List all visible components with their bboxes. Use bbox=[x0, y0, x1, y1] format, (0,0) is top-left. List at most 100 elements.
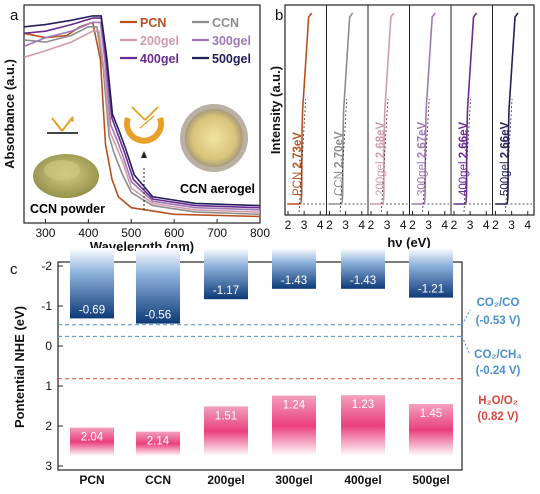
panel-b-ylabel: Intensity (a.u.) bbox=[268, 66, 283, 154]
legend-label-200gel: 200gel bbox=[140, 34, 179, 48]
panel-c-bars: -2 -1 0 1 2 3 CO₂/CO (-0.53 V) CO₂/CH₄ (-0.24 V) H… bbox=[41, 248, 522, 487]
panel-b-label: b bbox=[275, 7, 283, 24]
panel-a-label: a bbox=[10, 7, 19, 24]
panel-c-ylabel: Pontential NHE (eV) bbox=[12, 306, 27, 428]
x-tick-label: 3 bbox=[508, 218, 515, 232]
cb-value-label: -1.43 bbox=[281, 275, 307, 287]
bandgap-sample-name: CCN bbox=[333, 168, 345, 196]
x-tick-label: 4 bbox=[358, 218, 365, 232]
bandgap-value: 2.73eV bbox=[292, 132, 304, 169]
reference-value: (0.82 V) bbox=[478, 411, 519, 423]
absorbance-curve-200gel bbox=[23, 30, 261, 213]
cb-bar-pcn bbox=[70, 248, 114, 319]
legend-label-500gel: 500gel bbox=[212, 52, 251, 66]
bandgap-label-300gel: 300gel 2.67eV bbox=[416, 121, 428, 196]
panel-a: 300 400 500 600 700 800 Wavelength (nm) Absor… bbox=[2, 4, 270, 254]
tangent-line bbox=[505, 98, 513, 213]
x-tick-label: 700 bbox=[207, 226, 227, 240]
vb-value-label: 1.23 bbox=[352, 399, 374, 411]
reference-connector bbox=[461, 309, 471, 326]
y-tick-label: -2 bbox=[41, 259, 52, 273]
category-label-300gel: 300gel bbox=[275, 473, 312, 487]
vb-bar-ccn bbox=[136, 431, 180, 456]
panel-a-curves bbox=[23, 15, 261, 218]
legend-label-pcn: PCN bbox=[140, 16, 166, 30]
bandgap-value: 2.70eV bbox=[333, 131, 345, 168]
cb-bar-200gel bbox=[204, 248, 248, 300]
vb-value-label: 1.51 bbox=[215, 410, 237, 422]
x-tick-label: 4 bbox=[400, 218, 407, 232]
vb-value-label: 1.24 bbox=[283, 400, 306, 412]
panel-a-frame bbox=[23, 4, 261, 224]
absorbance-curve-400gel bbox=[23, 17, 261, 209]
tangent-line bbox=[463, 98, 471, 213]
x-tick-label: 4 bbox=[524, 218, 531, 232]
category-label-200gel: 200gel bbox=[207, 473, 244, 487]
category-label-500gel: 500gel bbox=[412, 473, 449, 487]
vb-value-label: 2.04 bbox=[81, 432, 104, 444]
absorbance-curve-pcn bbox=[23, 21, 261, 218]
x-tick-label: 600 bbox=[164, 226, 184, 240]
x-tick-label: 2 bbox=[492, 218, 499, 232]
vb-bar-200gel bbox=[204, 406, 248, 456]
vb-bar-500gel bbox=[409, 404, 453, 456]
y-tick-label: 0 bbox=[45, 339, 52, 353]
x-tick-label: 4 bbox=[317, 218, 324, 232]
cb-bar-ccn bbox=[136, 248, 180, 324]
x-tick-label: 500 bbox=[121, 226, 141, 240]
bandgap-label-500gel: 500gel 2.66eV bbox=[499, 121, 511, 196]
ccn-aerogel-label: CCN aerogel bbox=[180, 182, 255, 196]
panel-a-x-ticks: 300 400 500 600 700 800 bbox=[35, 219, 270, 240]
absorbance-curve-300gel bbox=[23, 21, 261, 211]
absorbance-curve-ccn bbox=[23, 26, 261, 216]
bandgap-value: 2.67eV bbox=[416, 121, 428, 158]
tangent-line bbox=[339, 98, 348, 213]
bandgap-sample-name: 400gel bbox=[458, 158, 470, 196]
vb-bar-pcn bbox=[70, 427, 114, 456]
x-tick-label: 3 bbox=[467, 218, 474, 232]
bandgap-label-400gel: 400gel 2.66eV bbox=[458, 121, 470, 196]
x-tick-label: 3 bbox=[342, 218, 349, 232]
absorbance-curve-500gel bbox=[23, 15, 261, 207]
cb-value-label: -1.21 bbox=[418, 284, 444, 296]
panel-c: -2 -1 0 1 2 3 CO₂/CO (-0.53 V) CO₂/CH₄ (-0.24 V) H… bbox=[12, 248, 522, 487]
bandgap-sample-name: 200gel bbox=[375, 158, 387, 196]
reference-value: (-0.24 V) bbox=[476, 365, 521, 377]
x-tick-label: 3 bbox=[301, 218, 308, 232]
bandgap-value: 2.68eV bbox=[375, 121, 387, 158]
reference-value: (-0.53 V) bbox=[476, 315, 521, 327]
panel-a-ylabel: Absorbance (a.u.) bbox=[2, 59, 17, 169]
y-tick-label: -1 bbox=[41, 299, 52, 313]
x-tick-label: 3 bbox=[384, 218, 391, 232]
cb-bar-300gel bbox=[272, 248, 316, 289]
ccn-powder-illustration bbox=[33, 116, 99, 198]
vb-bar-400gel bbox=[341, 395, 385, 456]
category-label-ccn: CCN bbox=[145, 473, 171, 487]
x-tick-label: 4 bbox=[441, 218, 448, 232]
cb-bar-500gel bbox=[409, 248, 453, 298]
bandgap-sample-name: PCN bbox=[292, 169, 304, 196]
cb-value-label: -0.69 bbox=[79, 304, 105, 316]
bandgap-sample-name: 300gel bbox=[416, 158, 428, 196]
bandgap-value: 2.66eV bbox=[458, 121, 470, 158]
bandgap-label-ccn: CCN 2.70eV bbox=[333, 131, 345, 196]
reference-label: H₂O/O₂ bbox=[478, 395, 518, 407]
x-tick-label: 2 bbox=[368, 218, 375, 232]
reference-label: CO₂/CO bbox=[477, 297, 520, 309]
bandgap-label-200gel: 200gel 2.68eV bbox=[375, 121, 387, 196]
tangent-line bbox=[422, 98, 430, 213]
cb-value-label: -1.17 bbox=[213, 285, 239, 297]
panel-a-legend: PCN CCN 200gel 300gel 400gel 500gel bbox=[120, 16, 251, 66]
bandgap-sample-name: 500gel bbox=[499, 158, 511, 196]
x-tick-label: 300 bbox=[35, 226, 55, 240]
x-tick-label: 4 bbox=[483, 218, 490, 232]
cb-value-label: -1.43 bbox=[350, 275, 376, 287]
panel-c-frame bbox=[57, 261, 463, 471]
bandgap-label-pcn: PCN 2.73eV bbox=[292, 132, 304, 196]
x-tick-label: 400 bbox=[78, 226, 98, 240]
cb-value-label: -0.56 bbox=[145, 310, 171, 322]
x-tick-label: 2 bbox=[409, 218, 416, 232]
y-tick-label: 1 bbox=[45, 379, 52, 393]
